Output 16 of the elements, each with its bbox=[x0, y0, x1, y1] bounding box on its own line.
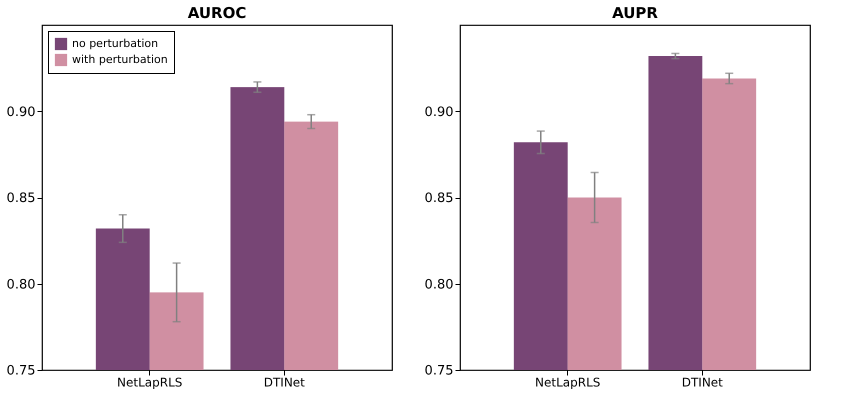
y-tick-label: 0.85 bbox=[6, 191, 36, 206]
chart-title: AUROC bbox=[188, 4, 246, 22]
x-tick-label: NetLapRLS bbox=[535, 376, 600, 390]
y-tick-label: 0.80 bbox=[424, 277, 454, 292]
x-tick-label: DTINet bbox=[682, 376, 724, 390]
chart-title: AUPR bbox=[612, 4, 658, 22]
y-tick-label: 0.90 bbox=[424, 104, 454, 120]
x-tick-label: NetLapRLS bbox=[117, 376, 182, 390]
y-tick-label: 0.85 bbox=[424, 191, 454, 206]
y-tick-label: 0.80 bbox=[6, 277, 36, 292]
y-tick-label: 0.90 bbox=[6, 104, 36, 120]
legend-label: with perturbation bbox=[72, 53, 168, 66]
y-tick-label: 0.75 bbox=[424, 364, 454, 378]
x-tick-label: DTINet bbox=[264, 376, 306, 390]
legend-label: no perturbation bbox=[72, 37, 158, 50]
y-tick-label: 0.75 bbox=[6, 364, 36, 378]
